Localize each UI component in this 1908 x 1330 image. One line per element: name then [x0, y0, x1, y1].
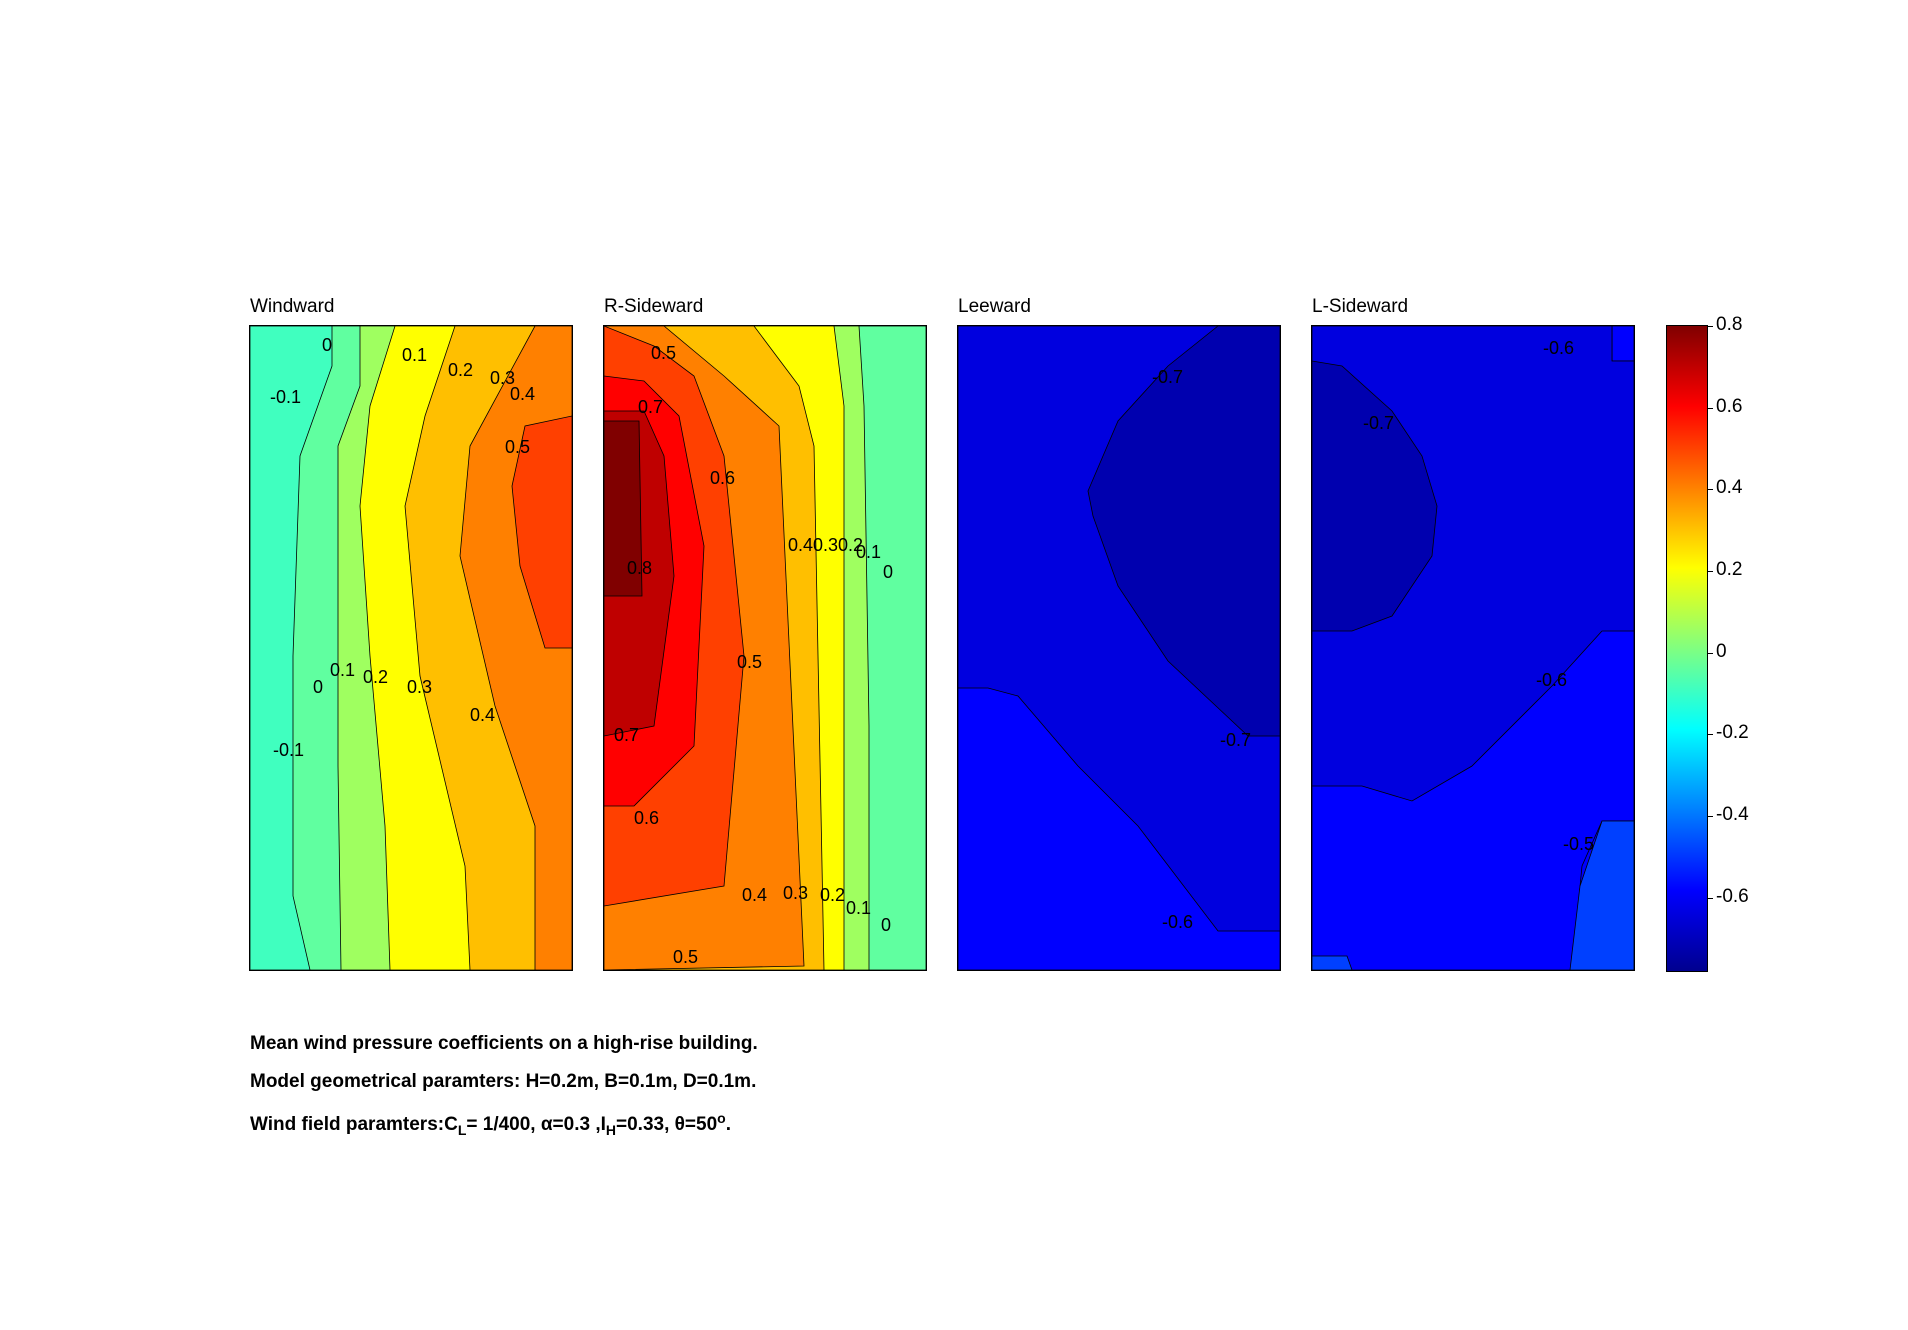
- panel-title-r-sideward: R-Sideward: [604, 296, 704, 317]
- contour-label: 0.5: [505, 437, 531, 457]
- contour-label: 0.7: [614, 725, 640, 745]
- band-windward-7: [511, 415, 572, 649]
- r-sideward-contour-plot: [604, 326, 926, 970]
- contour-panel-leeward: [957, 325, 1281, 971]
- caption-line-2: Model geometrical paramters: H=0.2m, B=0…: [250, 1071, 757, 1092]
- contour-label: 0.3: [490, 368, 516, 388]
- band-lside-3: [1569, 820, 1634, 970]
- contour-label: -0.7: [1152, 367, 1184, 387]
- contour-label: 0: [313, 677, 324, 697]
- colorbar-tick-mark: [1707, 653, 1713, 654]
- contour-label: -0.6: [1162, 912, 1194, 932]
- colorbar-tick-mark: [1707, 408, 1713, 409]
- panel-title-windward: Windward: [250, 296, 335, 317]
- contour-label: 0: [881, 915, 892, 935]
- contour-label: -0.6: [1536, 670, 1568, 690]
- colorbar-tick-label: 0.6: [1716, 396, 1743, 417]
- contour-panel-windward: [249, 325, 573, 971]
- colorbar-tick-mark: [1707, 571, 1713, 572]
- panel-title-l-sideward: L-Sideward: [1312, 296, 1409, 317]
- contour-label: 0.5: [651, 343, 677, 363]
- contour-label: 0.3: [783, 883, 809, 903]
- colorbar-tick-label: -0.2: [1716, 722, 1749, 743]
- contour-label: 0.4: [742, 885, 768, 905]
- contour-label: 0.4: [470, 705, 496, 725]
- contour-label: 0: [322, 335, 333, 355]
- contour-label: -0.1: [273, 740, 305, 760]
- colorbar-tick-label: 0: [1716, 641, 1727, 662]
- colorbar-tick-label: 0.4: [1716, 477, 1743, 498]
- caption-3-prefix: Wind field paramters:C: [250, 1114, 458, 1135]
- leeward-contour-plot: [958, 326, 1280, 970]
- contour-label: 0.8: [627, 558, 653, 578]
- contour-label: 0.5: [737, 652, 763, 672]
- contour-label: 0.5: [673, 947, 699, 967]
- contour-label: 0.40.30.2: [788, 535, 864, 555]
- colorbar-tick-label: 0.2: [1716, 559, 1743, 580]
- l-sideward-contour-plot: [1312, 326, 1634, 970]
- contour-label: -0.1: [270, 387, 302, 407]
- colorbar-tick-label: 0.8: [1716, 314, 1743, 335]
- contour-label: -0.5: [1563, 834, 1595, 854]
- contour-label: 0.6: [710, 468, 736, 488]
- contour-label: -0.7: [1363, 413, 1395, 433]
- colorbar-tick-mark: [1707, 734, 1713, 735]
- caption-3-sup: o: [717, 1110, 726, 1126]
- windward-contour-plot: [250, 326, 572, 970]
- contour-label: 0.1: [402, 345, 428, 365]
- contour-panel-l-sideward: [1311, 325, 1635, 971]
- colorbar: [1666, 325, 1708, 972]
- contour-label: 0.2: [363, 667, 389, 687]
- contour-label: 0.2: [820, 885, 846, 905]
- caption-line-3: Wind field paramters:CL= 1/400, α=0.3 ,I…: [250, 1107, 731, 1141]
- contour-panel-r-sideward: [603, 325, 927, 971]
- panel-title-leeward: Leeward: [958, 296, 1031, 317]
- contour-label: 0.6: [634, 808, 660, 828]
- contour-label: 0.3: [407, 677, 433, 697]
- contour-label: 0.1: [846, 898, 872, 918]
- colorbar-tick-mark: [1707, 489, 1713, 490]
- band-leeward-3: [1087, 326, 1280, 737]
- caption-line-1: Mean wind pressure coefficients on a hig…: [250, 1033, 758, 1054]
- colorbar-tick-label: -0.6: [1716, 886, 1749, 907]
- contour-label: 0.1: [856, 542, 882, 562]
- contour-label: -0.6: [1543, 338, 1575, 358]
- contour-label: 0: [883, 562, 894, 582]
- contour-label: 0.2: [448, 360, 474, 380]
- contour-label: -0.7: [1220, 730, 1252, 750]
- caption-3-cl-sub: L: [457, 1122, 467, 1138]
- contour-label: 0.1: [330, 660, 356, 680]
- caption-3-mid: = 1/400, α=0.3 ,I: [466, 1114, 606, 1135]
- caption-3-end: .: [725, 1114, 731, 1135]
- contour-label: 0.7: [638, 397, 664, 417]
- band-lside-6: [1312, 360, 1438, 632]
- colorbar-tick-label: -0.4: [1716, 804, 1749, 825]
- colorbar-tick-mark: [1707, 326, 1713, 327]
- colorbar-tick-mark: [1707, 816, 1713, 817]
- colorbar-tick-mark: [1707, 898, 1713, 899]
- caption-3-mid2: =0.33, θ=50: [616, 1114, 718, 1135]
- band-lside-7: [1312, 955, 1353, 970]
- band-rside-9: [604, 420, 643, 597]
- caption-3-ih-sub: H: [605, 1122, 617, 1138]
- contour-label: 0.4: [510, 384, 536, 404]
